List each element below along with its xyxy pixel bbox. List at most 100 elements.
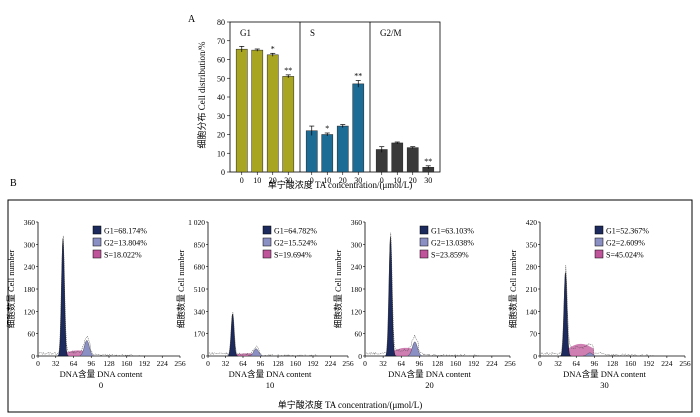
panel-a-bar	[282, 76, 295, 173]
histogram-y-tick-label: 120	[24, 307, 36, 316]
histogram-x-axis-label: DNA含量 DNA content	[388, 369, 471, 379]
histogram-y-tick-label: 60	[28, 330, 36, 339]
panel-a-y-tick-label: 70	[217, 37, 225, 46]
panel-a-x-tick-label: 0	[380, 176, 384, 185]
histogram-y-tick-label: 510	[194, 285, 206, 294]
histogram-legend-label: G2=15.524%	[274, 239, 317, 248]
panel-a-bar	[266, 54, 279, 173]
panel-a-bar	[321, 134, 334, 173]
histogram-legend-label: S=19.694%	[274, 251, 312, 260]
panel-a-y-tick-label: 80	[217, 18, 225, 27]
panel-a-x-tick-label: 30	[354, 176, 362, 185]
histogram-y-tick-label: 240	[24, 263, 36, 272]
histogram-y-tick-label: 0	[31, 352, 35, 361]
histogram-x-tick-label: 0	[538, 359, 542, 368]
panel-a-bar	[305, 130, 318, 173]
histogram-x-tick-label: 128	[103, 359, 115, 368]
histogram-x-tick-label: 128	[432, 359, 444, 368]
panel-a-bar	[352, 83, 365, 173]
histogram-data-outline	[209, 312, 318, 357]
panel-a-x-tick-label: 10	[323, 176, 331, 185]
histogram-g2-peak	[249, 348, 263, 357]
panel-b-label: B	[10, 178, 17, 189]
panel-a-group-label: S	[310, 28, 315, 38]
panel-a-bar-chart: 0 10 20 30 40 50 60 70 80 G1 0 10 * 20 ** 30 S 0 * 10 20 ** 30…	[217, 18, 441, 185]
panel-a-x-tick-label: 30	[284, 176, 292, 185]
histogram-y-tick-label: 180	[24, 285, 36, 294]
histogram-legend-label: G2=13.804%	[104, 239, 147, 248]
histogram-treatment-label: 0	[99, 380, 103, 390]
histogram-x-tick-label: 96	[416, 359, 424, 368]
histogram-legend-swatch	[419, 225, 429, 235]
histogram-x-tick-label: 96	[257, 359, 265, 368]
histogram-y-tick-label: 140	[526, 307, 538, 316]
histogram-g1-peak	[57, 238, 69, 357]
histogram-y-tick-label: 0	[533, 352, 537, 361]
histogram-x-tick-label: 160	[290, 359, 302, 368]
panel-a-bar	[251, 49, 264, 173]
histogram-y-tick-label: 120	[351, 307, 363, 316]
histogram-y-tick-label: 350	[526, 240, 538, 249]
panel-a-x-tick-label: 20	[409, 176, 417, 185]
panel-b-frame	[7, 199, 693, 413]
histogram-legend-label: S=18.022%	[104, 251, 142, 260]
panel-a-y-tick-label: 20	[217, 131, 225, 140]
histogram-g1-peak	[226, 313, 239, 357]
histogram-y-tick-label: 280	[526, 263, 538, 272]
histogram-x-tick-label: 224	[325, 359, 337, 368]
histogram-x-tick-label: 96	[88, 359, 96, 368]
histogram-x-tick-label: 160	[625, 359, 637, 368]
panel-a-significance-mark: *	[271, 44, 275, 53]
panel-a-x-tick-label: 0	[310, 176, 314, 185]
panel-a-significance-mark: **	[284, 66, 292, 75]
histogram-s-phase-area	[567, 343, 594, 356]
panel-a-x-tick-label: 20	[339, 176, 347, 185]
histogram-x-tick-label: 256	[504, 359, 516, 368]
histogram-y-tick-label: 0	[201, 352, 205, 361]
histogram-legend-label: S=23.859%	[431, 251, 469, 260]
panel-a-y-tick-label: 30	[217, 112, 225, 121]
histogram-y-axis-label: 细胞数量 Cell number	[508, 250, 518, 329]
histogram-x-tick-label: 256	[174, 359, 186, 368]
histogram-x-tick-label: 192	[468, 359, 480, 368]
histogram-x-tick-label: 256	[342, 359, 354, 368]
histogram-x-tick-label: 224	[661, 359, 673, 368]
histogram-x-tick-label: 192	[643, 359, 655, 368]
panel-a-x-tick-label: 0	[240, 176, 244, 185]
histogram-legend-label: G1=63.103%	[431, 227, 474, 236]
histogram-legend-label: S=45.024%	[606, 251, 644, 260]
panel-a-x-tick-label: 10	[253, 176, 261, 185]
histogram-legend-swatch	[419, 237, 429, 247]
histogram-x-axis-label: DNA含量 DNA content	[60, 369, 143, 379]
histogram-x-tick-label: 224	[157, 359, 169, 368]
histogram-x-tick-label: 64	[573, 359, 581, 368]
panel-a-x-tick-label: 20	[269, 176, 277, 185]
histogram-legend-label: G2=13.038%	[431, 239, 474, 248]
histogram-legend-label: G1=68.174%	[104, 227, 147, 236]
histogram-y-tick-label: 60	[355, 330, 363, 339]
panel-a-group-label: G1	[240, 28, 251, 38]
histogram-legend-swatch	[92, 249, 102, 259]
histogram-legend-swatch	[594, 225, 604, 235]
histogram-x-tick-label: 192	[139, 359, 151, 368]
panel-a-y-tick-label: 60	[217, 56, 225, 65]
histogram-y-tick-label: 70	[530, 330, 538, 339]
histogram-y-tick-label: 360	[351, 218, 363, 227]
histogram-g2-peak	[79, 340, 94, 357]
panel-a-bar	[375, 149, 388, 173]
histogram-g2-peak	[407, 341, 422, 357]
panel-a-significance-mark: *	[325, 124, 329, 133]
histogram-y-tick-label: 420	[526, 218, 538, 227]
histogram-y-tick-label: 1 020	[188, 218, 205, 227]
histogram-treatment-label: 30	[600, 380, 609, 390]
histogram-y-tick-label: 210	[526, 285, 538, 294]
histogram-y-tick-label: 360	[24, 218, 36, 227]
histogram-x-tick-label: 192	[307, 359, 319, 368]
histogram-g1-peak	[384, 236, 397, 357]
histogram-y-axis-label: 细胞数量 Cell number	[176, 250, 186, 329]
panel-b-x-axis-label: 单宁酸浓度 TA concentration/(μmol/L)	[278, 399, 423, 410]
histogram-legend-swatch	[594, 237, 604, 247]
panel-a-x-tick-label: 10	[393, 176, 401, 185]
